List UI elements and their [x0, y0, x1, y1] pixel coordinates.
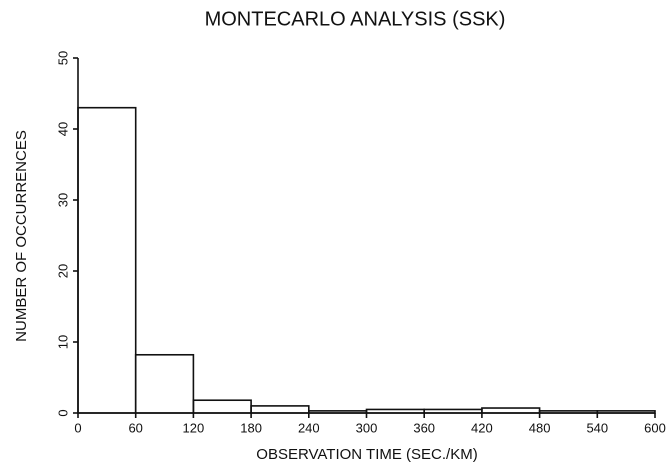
x-tick-label: 540 — [586, 420, 608, 435]
y-axis-label: NUMBER OF OCCURRENCES — [13, 130, 30, 342]
y-tick-label: 40 — [55, 122, 70, 136]
y-tick-label: 0 — [55, 409, 70, 416]
bar — [481, 407, 541, 414]
x-tick-label: 120 — [183, 420, 205, 435]
y-tick-label: 20 — [55, 264, 70, 278]
x-tick-label: 420 — [471, 420, 493, 435]
bar — [77, 106, 137, 414]
x-tick-label: 300 — [356, 420, 378, 435]
bar — [307, 410, 368, 414]
bar — [134, 353, 195, 414]
chart-title: MONTECARLO ANALYSIS (SSK) — [205, 8, 506, 30]
x-tick-label: 180 — [240, 420, 262, 435]
x-tick-label: 240 — [298, 420, 320, 435]
bar — [250, 405, 310, 414]
x-tick-label: 360 — [413, 420, 435, 435]
x-tick-label: 600 — [644, 420, 666, 435]
x-tick-label: 480 — [529, 420, 551, 435]
bar — [596, 410, 656, 414]
bar — [365, 408, 426, 414]
x-axis-label: OBSERVATION TIME (SEC./KM) — [256, 446, 477, 463]
bar — [423, 408, 483, 414]
bar — [538, 410, 599, 414]
bar — [192, 399, 252, 414]
y-tick-label: 10 — [55, 335, 70, 349]
y-tick-label: 50 — [55, 51, 70, 65]
x-tick-label: 0 — [74, 420, 81, 435]
y-tick-label: 30 — [55, 193, 70, 207]
x-tick-label: 60 — [128, 420, 142, 435]
